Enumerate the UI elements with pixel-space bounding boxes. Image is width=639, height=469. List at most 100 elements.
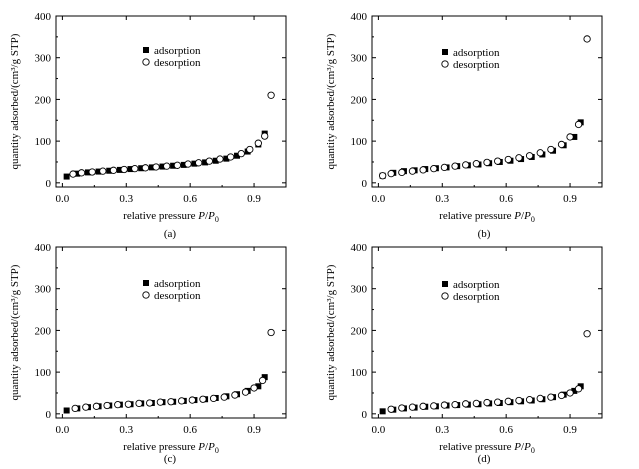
x-axis-label-text: relative pressure [123, 210, 198, 222]
series-desorption [71, 328, 275, 413]
x-axis-label-sub: 0 [531, 446, 535, 455]
data-point-desorption [267, 328, 275, 337]
data-point-adsorption [261, 374, 268, 381]
data-point-desorption [231, 391, 239, 399]
x-tick-label: 0.9 [247, 424, 261, 436]
data-point-adsorption [95, 168, 102, 175]
x-axis-label-slash: / [521, 210, 525, 222]
data-point-desorption [504, 397, 512, 405]
data-point-desorption [451, 162, 459, 170]
data-point-desorption [156, 398, 165, 406]
x-tick-label: 0.0 [56, 424, 70, 436]
data-point-desorption [120, 165, 128, 174]
y-axis-label: quantity adsorbed/(cm³/g STP) [9, 264, 21, 400]
data-point-desorption [99, 167, 107, 175]
y-tick-label: 100 [35, 367, 52, 379]
data-point-desorption [167, 398, 175, 406]
y-tick-label: 100 [35, 136, 52, 148]
x-axis-label: relative pressure P/P0 [439, 441, 535, 455]
y-tick-label: 0 [46, 409, 52, 421]
y-tick-label: 200 [35, 325, 52, 337]
x-tick-label: 0.0 [372, 424, 386, 436]
y-tick-label: 300 [35, 53, 52, 65]
legend-marker-adsorption [143, 280, 149, 286]
data-point-adsorption [255, 383, 262, 390]
legend-label-adsorption: adsorption [453, 47, 500, 59]
data-point-desorption [525, 152, 534, 160]
x-tick-label: 0.3 [435, 193, 449, 205]
data-point-desorption [163, 162, 171, 170]
data-point-desorption [536, 149, 544, 157]
x-axis-label-sub: 0 [215, 446, 219, 455]
data-point-desorption [258, 376, 267, 385]
legend-marker-desorption [441, 292, 449, 300]
data-point-desorption [504, 155, 512, 164]
data-point-desorption [237, 149, 245, 158]
y-tick-label: 300 [351, 284, 368, 296]
data-point-adsorption [63, 407, 70, 414]
data-point-desorption [462, 161, 470, 169]
chart-panel-2: 0 100 200 300 400 0.0 0.3 0.6 0.9 quantity adsorb… [325, 11, 603, 240]
data-point-desorption [92, 402, 101, 410]
x-axis-label-slash: / [205, 441, 209, 453]
x-tick-label: 0.0 [56, 193, 70, 205]
data-point-desorption [267, 91, 275, 99]
x-tick-label: 0.9 [247, 193, 261, 205]
x-axis-label-text: relative pressure [439, 441, 514, 453]
plot-frame [55, 246, 287, 419]
legend-marker-adsorption [143, 47, 149, 53]
data-point-desorption [82, 403, 90, 411]
data-point-desorption [547, 393, 555, 401]
data-point-desorption [398, 168, 406, 177]
y-axis-label: quantity adsorbed/(cm³/g STP) [325, 33, 337, 169]
x-tick-label: 0.9 [563, 193, 577, 205]
x-axis-label-p: P [513, 441, 521, 453]
data-point-desorption [430, 402, 438, 410]
x-axis-label-slash: / [205, 210, 209, 222]
data-point-adsorption [170, 162, 177, 169]
data-point-desorption [195, 159, 203, 167]
data-point-adsorption [148, 164, 155, 171]
x-axis-label-p: P [513, 210, 521, 222]
data-point-desorption [557, 140, 566, 149]
legend-label-adsorption: adsorption [154, 278, 201, 290]
data-point-desorption [209, 394, 218, 403]
data-point-desorption [184, 160, 192, 168]
data-point-adsorption [138, 165, 145, 172]
y-axis-label: quantity adsorbed/(cm³/g STP) [325, 264, 337, 400]
data-point-desorption [131, 164, 139, 173]
plot-frame [371, 246, 603, 419]
panel-label: (c) [164, 453, 177, 465]
y-tick-label: 300 [35, 284, 52, 296]
y-tick-label: 400 [351, 11, 368, 23]
panel-label: (d) [478, 453, 491, 465]
y-tick-label: 300 [351, 53, 368, 65]
data-point-desorption [493, 157, 502, 165]
plot-frame [371, 15, 603, 188]
data-point-adsorption [180, 161, 187, 168]
y-tick-label: 100 [351, 136, 368, 148]
data-point-desorption [557, 391, 566, 400]
data-point-desorption [472, 159, 481, 168]
legend-marker-adsorption [442, 281, 448, 287]
data-point-desorption [173, 161, 182, 169]
data-point-adsorption [127, 166, 134, 173]
data-point-adsorption [63, 173, 70, 180]
data-point-desorption [387, 170, 395, 178]
data-point-desorption [241, 388, 250, 396]
x-axis-label-p0: P [207, 441, 215, 453]
x-axis-label-p0: P [523, 441, 531, 453]
data-point-desorption [493, 398, 502, 406]
data-point-desorption [419, 402, 427, 410]
x-axis-label-p0: P [207, 210, 215, 222]
x-tick-label: 0.3 [119, 424, 133, 436]
data-point-desorption [246, 145, 254, 154]
x-axis-label-p: P [197, 441, 205, 453]
data-point-desorption [71, 404, 79, 413]
chart-panel-4: 0 100 200 300 400 0.0 0.3 0.6 0.9 quantity adsorb… [325, 242, 603, 465]
data-point-desorption [387, 405, 395, 413]
data-point-desorption [472, 399, 481, 408]
legend-label-desorption: desorption [453, 59, 500, 71]
